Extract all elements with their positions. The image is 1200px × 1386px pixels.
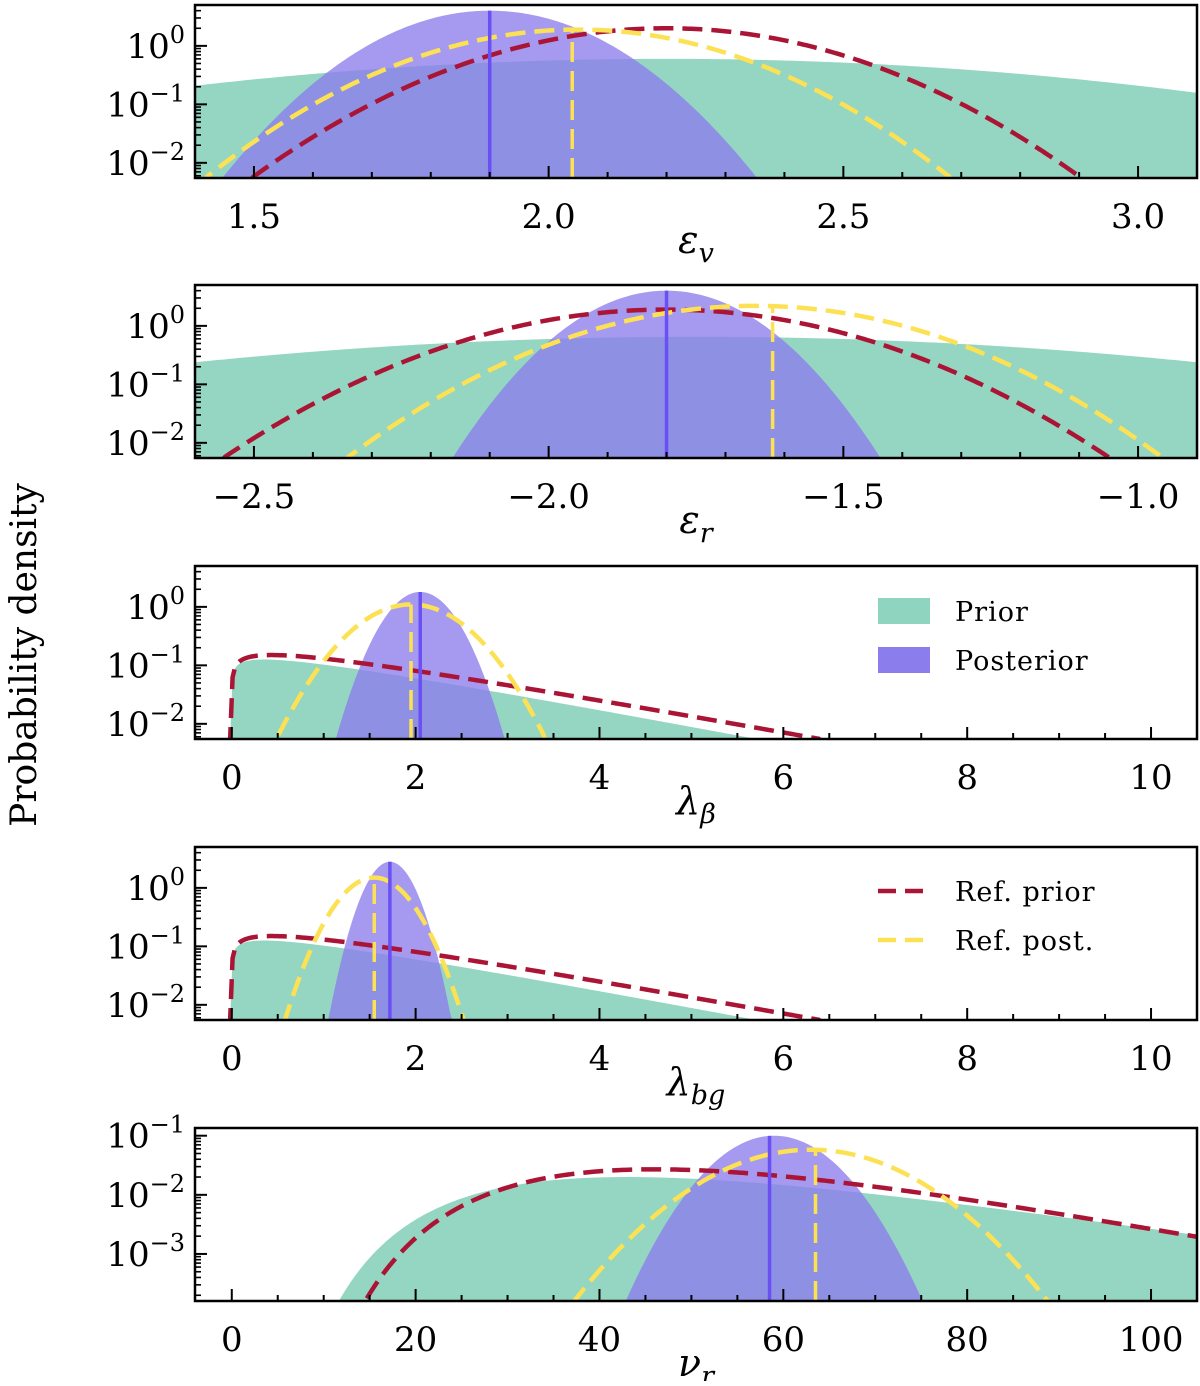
panel-1: 1.5 2.0 2.5 3.0 100 10−1 10−2 εv (106, 3, 1199, 269)
y-tick-label: 100 (126, 582, 185, 628)
plot-area (195, 861, 1197, 1020)
plot-area (195, 10, 1197, 178)
x-tick-label: 8 (956, 758, 978, 798)
x-tick-label: 80 (946, 1320, 989, 1360)
legend-prior-posterior: Prior Posterior (878, 597, 1089, 677)
x-tick-label: 60 (762, 1320, 805, 1360)
y-tick-label: 100 (126, 21, 185, 67)
plot-area (195, 591, 1197, 739)
panel-3: 0 2 4 6 8 10 100 10−1 10−2 λβ Prior Posterior (106, 564, 1199, 830)
y-axis-label: Probability density (4, 482, 45, 826)
x-tick-label: 3.0 (1111, 197, 1165, 237)
legend-posterior-swatch (878, 647, 930, 673)
ref-prior-dashed-line (195, 933, 1197, 1020)
x-axis-label: εr (679, 498, 714, 549)
x-tick-label: 1.5 (227, 197, 281, 237)
ref-prior-dashed-line (195, 26, 1197, 178)
x-tick-label: 4 (589, 1039, 611, 1079)
x-tick-label: 2.0 (522, 197, 576, 237)
plot-area (195, 1135, 1197, 1301)
x-tick-label: 4 (589, 758, 611, 798)
panel-5: 0 20 40 60 80 100 10−1 10−2 10−3 νr (106, 1111, 1199, 1386)
y-tick-label: 10−1 (106, 1111, 185, 1157)
x-tick-label: 0 (221, 1320, 243, 1360)
y-tick-label: 10−1 (106, 640, 185, 686)
axes-frame (193, 283, 1199, 460)
legend-prior-label: Prior (955, 597, 1029, 628)
x-axis-label: λβ (674, 779, 716, 830)
legend-reference: Ref. prior Ref. post. (878, 877, 1096, 957)
legend-ref-post-label: Ref. post. (955, 926, 1094, 957)
y-tick-label: 10−2 (106, 138, 185, 184)
y-tick-label: 10−2 (106, 980, 185, 1026)
x-tick-label: 8 (956, 1039, 978, 1079)
y-tick-label: 100 (126, 301, 185, 347)
axes-frame (193, 1126, 1199, 1303)
legend-ref-prior-label: Ref. prior (955, 877, 1096, 908)
x-tick-label: 2 (405, 758, 427, 798)
axes-frame (193, 845, 1199, 1022)
x-axis-label: εv (678, 218, 714, 269)
x-tick-label: 2.5 (816, 197, 870, 237)
ref-post-dashed-line (195, 303, 1197, 458)
x-tick-label: −2.0 (507, 477, 590, 517)
ref-post-dashed-line (195, 1147, 1197, 1301)
panel-2: −2.5 −2.0 −1.5 −1.0 100 10−1 10−2 εr (106, 283, 1199, 549)
x-axis-label: νr (678, 1341, 716, 1381)
legend-prior-swatch (878, 598, 930, 624)
y-tick-label: 10−1 (106, 359, 185, 405)
axes-frame (193, 564, 1199, 741)
y-tick-label: 100 (126, 863, 185, 909)
y-tick-label: 10−2 (106, 418, 185, 464)
axes-frame (193, 3, 1199, 180)
panel-4: 0 2 4 6 8 10 100 10−1 10−2 λbg Ref. prior Ref. post… (106, 845, 1199, 1111)
legend-posterior-label: Posterior (955, 646, 1089, 677)
y-tick-label: 10−1 (106, 921, 185, 967)
y-tick-label: 10−2 (106, 1170, 185, 1216)
x-tick-label: 0 (221, 758, 243, 798)
x-tick-label: 40 (578, 1320, 621, 1360)
y-tick-label: 10−3 (106, 1229, 185, 1275)
plot-area (195, 290, 1197, 458)
x-tick-label: 6 (773, 758, 795, 798)
x-tick-label: −1.0 (1097, 477, 1180, 517)
y-tick-label: 10−2 (106, 699, 185, 745)
x-axis-label: λbg (665, 1060, 726, 1111)
posterior-density-fill (625, 1135, 923, 1301)
ref-prior-dashed-line (195, 1167, 1197, 1301)
x-tick-label: 100 (1119, 1320, 1184, 1360)
x-tick-label: 6 (773, 1039, 795, 1079)
x-tick-label: 10 (1129, 1039, 1172, 1079)
ref-post-dashed-line (195, 27, 1197, 178)
x-tick-label: −1.5 (802, 477, 885, 517)
ref-prior-dashed-line (195, 652, 1197, 739)
x-tick-label: 2 (405, 1039, 427, 1079)
y-tick-label: 10−1 (106, 79, 185, 125)
x-tick-label: 20 (394, 1320, 437, 1360)
x-tick-label: −2.5 (213, 477, 296, 517)
x-tick-label: 10 (1129, 758, 1172, 798)
x-tick-label: 0 (221, 1039, 243, 1079)
